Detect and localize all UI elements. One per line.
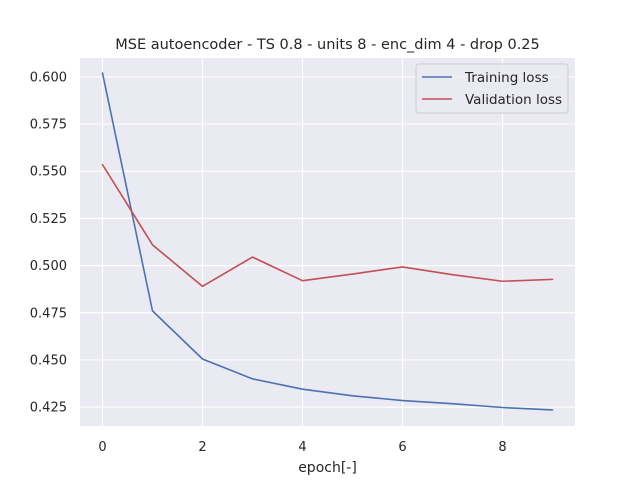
y-tick-label: 0.425 (30, 401, 67, 416)
series-line-validation-loss (101, 163, 554, 288)
x-tick-label: 2 (198, 440, 206, 455)
y-tick-label: 0.500 (30, 259, 67, 274)
x-tick-label: 6 (398, 440, 406, 455)
legend-label: Training loss (464, 70, 549, 86)
legend-box (415, 63, 569, 114)
plot-background (80, 58, 575, 426)
legend: Training loss Validation loss (415, 63, 569, 114)
y-tick-label: 0.600 (30, 70, 67, 85)
y-tick-label: 0.525 (30, 212, 67, 227)
y-tick-label: 0.575 (30, 118, 67, 133)
series-layer (101, 72, 554, 411)
x-tick-label: 8 (498, 440, 506, 455)
series-line-training-loss (101, 72, 554, 411)
y-tick-label: 0.550 (30, 165, 67, 180)
y-tick-label: 0.450 (30, 353, 67, 368)
y-tick-labels: 0.425 0.450 0.475 0.500 0.525 0.550 0.575 0.600 (30, 70, 67, 415)
grid (80, 58, 575, 426)
x-tick-labels: 0 2 4 6 8 (98, 440, 506, 455)
x-axis-label: epoch[-] (298, 460, 357, 476)
x-tick-label: 4 (298, 440, 306, 455)
y-tick-label: 0.475 (30, 306, 67, 321)
x-tick-label: 0 (98, 440, 106, 455)
chart-title: MSE autoencoder - TS 0.8 - units 8 - enc… (115, 37, 540, 53)
legend-label: Validation loss (465, 92, 562, 108)
